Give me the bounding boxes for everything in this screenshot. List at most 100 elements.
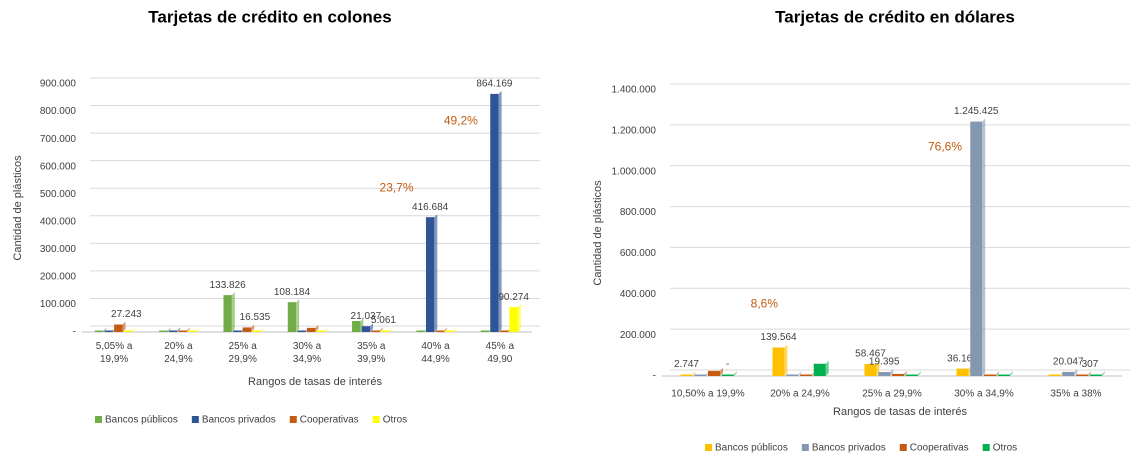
annotation: 49,2% bbox=[444, 113, 478, 127]
bar-side bbox=[231, 292, 235, 332]
bar bbox=[188, 330, 197, 332]
y-axis-title: Cantidad de plásticos bbox=[592, 180, 604, 286]
bar bbox=[786, 374, 799, 376]
data-label: 19.395 bbox=[869, 357, 900, 368]
data-label: 864.169 bbox=[476, 79, 513, 90]
annotation: 76,6% bbox=[928, 139, 962, 153]
y-tick-label: 1.000.000 bbox=[612, 166, 657, 177]
bar bbox=[168, 330, 178, 332]
bar-side bbox=[167, 327, 171, 332]
y-tick-label: 600.000 bbox=[620, 248, 657, 259]
bar bbox=[813, 363, 826, 376]
data-label: 36.165 bbox=[947, 353, 978, 364]
bar bbox=[114, 324, 123, 332]
x-axis-title: Rangos de tasas de interés bbox=[248, 376, 382, 388]
bar bbox=[435, 330, 444, 332]
legend-label: Bancos privados bbox=[202, 415, 276, 426]
bar bbox=[297, 330, 306, 332]
bar-side bbox=[890, 369, 894, 376]
y-axis-title: Cantidad de plásticos bbox=[12, 155, 24, 261]
bar bbox=[984, 374, 996, 376]
data-label: 307 bbox=[1082, 359, 1099, 370]
legend-swatch bbox=[191, 416, 199, 423]
bar bbox=[956, 368, 969, 376]
bar-side bbox=[1101, 371, 1105, 376]
bar-side bbox=[517, 304, 521, 332]
bar bbox=[905, 374, 918, 376]
data-label: 133.826 bbox=[210, 280, 247, 291]
bar bbox=[316, 330, 325, 332]
bar bbox=[1089, 374, 1102, 376]
bar bbox=[997, 374, 1010, 376]
bar-side bbox=[177, 327, 181, 332]
data-label: - bbox=[726, 359, 729, 370]
bar-side bbox=[132, 327, 136, 332]
y-tick-label: 700.000 bbox=[40, 134, 77, 145]
x-tick-label: 20% a 24,9% bbox=[164, 341, 193, 365]
legend-swatch bbox=[95, 416, 102, 423]
bar bbox=[480, 330, 489, 332]
y-tick-label: 900.000 bbox=[40, 79, 77, 90]
bar bbox=[361, 326, 371, 332]
legend-label: Bancos públicos bbox=[105, 415, 178, 426]
bar bbox=[721, 374, 734, 376]
bar bbox=[94, 330, 104, 332]
y-tick-label: - bbox=[73, 327, 76, 338]
annotation: 23,7% bbox=[380, 180, 414, 194]
bar-side bbox=[443, 327, 447, 332]
bar bbox=[233, 330, 242, 332]
bar bbox=[970, 121, 983, 377]
legend-label: Bancos privados bbox=[812, 443, 886, 453]
bar-side bbox=[103, 327, 107, 332]
y-tick-label: 800.000 bbox=[620, 207, 657, 218]
data-label: 90.274 bbox=[498, 292, 529, 303]
bar-side bbox=[798, 371, 802, 376]
bar-side bbox=[296, 299, 300, 332]
bar-side bbox=[995, 371, 999, 376]
bar bbox=[425, 217, 435, 332]
bar-side bbox=[825, 360, 829, 376]
x-tick-label: 25% a 29,9% bbox=[228, 341, 257, 365]
legend-swatch bbox=[705, 444, 712, 451]
data-label: 27.243 bbox=[111, 309, 142, 320]
y-tick-label: 200.000 bbox=[40, 272, 77, 283]
legend-label: Otros bbox=[383, 415, 407, 426]
x-tick-label: 35% a 39,9% bbox=[357, 341, 386, 365]
bar-side bbox=[1087, 371, 1091, 376]
y-tick-label: 400.000 bbox=[620, 289, 657, 300]
bar-side bbox=[719, 367, 723, 376]
chart-title: Tarjetas de crédito en dólares bbox=[775, 7, 1015, 26]
y-tick-label: 100.000 bbox=[40, 299, 77, 310]
x-tick-label: 40% a 44,9% bbox=[421, 341, 450, 365]
data-label: 416.684 bbox=[412, 202, 449, 213]
data-label: 139.564 bbox=[760, 332, 797, 343]
legend-swatch bbox=[899, 444, 907, 451]
bar-side bbox=[122, 321, 126, 332]
y-tick-label: 1.400.000 bbox=[612, 85, 657, 96]
bar-side bbox=[315, 324, 319, 332]
bar-side bbox=[903, 370, 907, 376]
x-axis-title: Rangos de tasas de interés bbox=[833, 406, 967, 418]
bar bbox=[1048, 374, 1061, 376]
bar bbox=[380, 330, 390, 332]
bar bbox=[242, 327, 252, 332]
y-tick-label: 200.000 bbox=[620, 330, 657, 341]
bar bbox=[800, 374, 812, 376]
bar-side bbox=[1074, 368, 1078, 376]
bar-side bbox=[260, 327, 264, 332]
y-tick-label: 300.000 bbox=[40, 244, 77, 255]
data-label: 5.061 bbox=[371, 315, 396, 326]
y-tick-label: 500.000 bbox=[40, 189, 77, 200]
y-tick-label: 1.200.000 bbox=[612, 125, 657, 136]
y-tick-label: 400.000 bbox=[40, 216, 77, 227]
bar-side bbox=[917, 371, 921, 376]
bar-side bbox=[196, 327, 200, 332]
legend-swatch bbox=[801, 444, 809, 451]
legend-label: Cooperativas bbox=[910, 443, 969, 453]
bar bbox=[123, 330, 133, 332]
legend-label: Bancos públicos bbox=[715, 443, 788, 453]
bar bbox=[509, 307, 518, 332]
chart-title: Tarjetas de crédito en colones bbox=[148, 7, 391, 26]
bar bbox=[178, 330, 187, 332]
